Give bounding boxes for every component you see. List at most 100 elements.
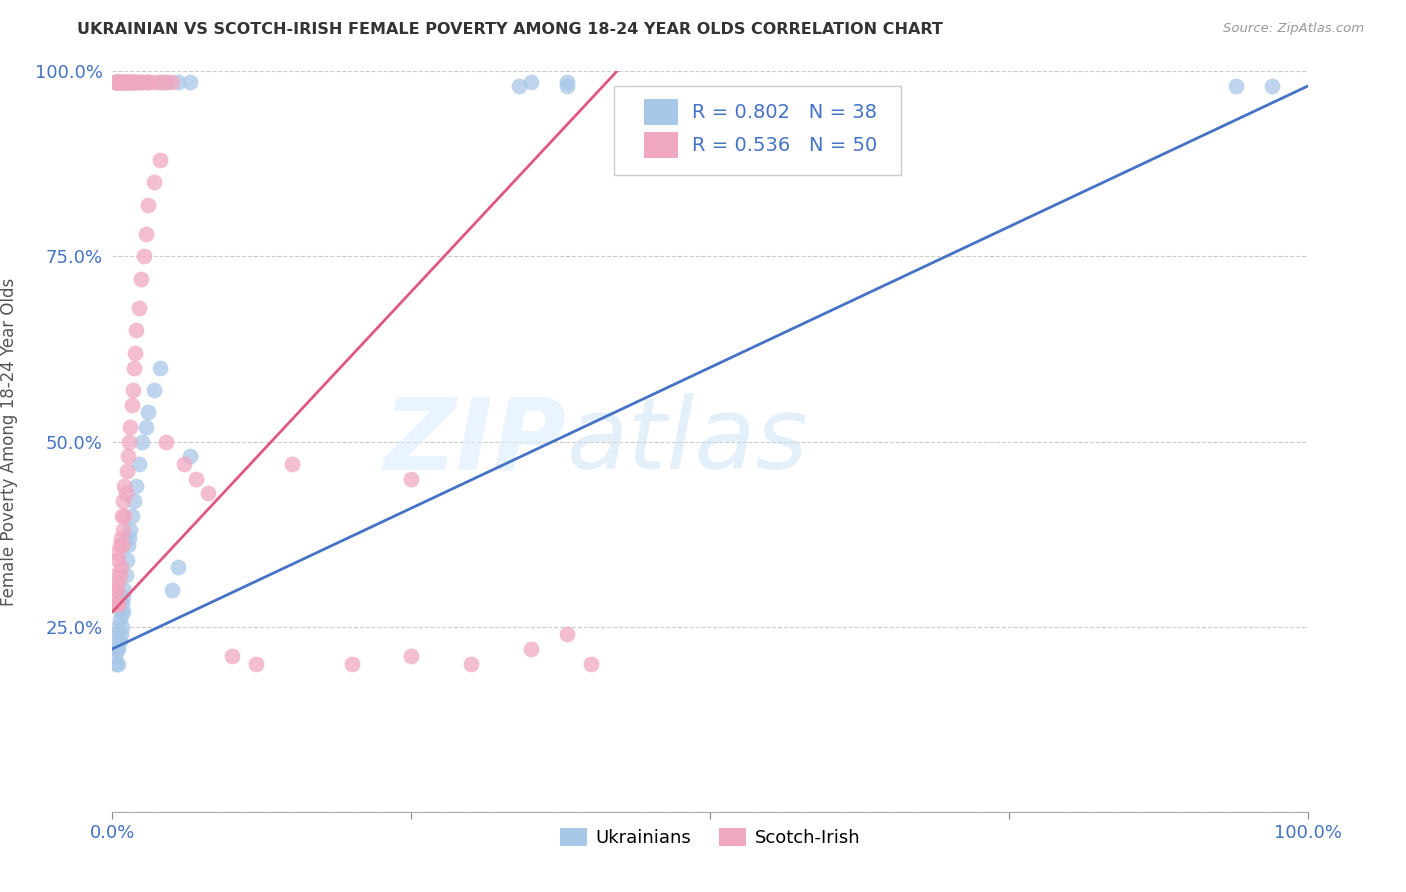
Point: [149, 75, 172, 89]
Point: [110, 560, 132, 574]
Point: [167, 560, 190, 574]
Point: [111, 538, 134, 552]
Text: UKRAINIAN VS SCOTCH-IRISH FEMALE POVERTY AMONG 18-24 YEAR OLDS CORRELATION CHART: UKRAINIAN VS SCOTCH-IRISH FEMALE POVERTY…: [77, 22, 943, 37]
Point: [114, 582, 135, 597]
Point: [111, 598, 134, 612]
Point: [112, 524, 135, 538]
Point: [107, 619, 129, 633]
Point: [110, 75, 132, 89]
Point: [111, 619, 134, 633]
Point: [108, 75, 131, 89]
Point: [108, 612, 131, 626]
Point: [138, 75, 160, 89]
Point: [281, 457, 304, 471]
Point: [131, 75, 153, 89]
Point: [118, 531, 141, 545]
Point: [460, 657, 482, 671]
Point: [105, 75, 128, 89]
Point: [124, 345, 146, 359]
Point: [110, 531, 132, 545]
Point: [125, 75, 148, 89]
Point: [121, 383, 143, 397]
Point: [555, 75, 578, 89]
Point: [401, 471, 423, 485]
Point: [138, 75, 160, 89]
Point: [340, 657, 363, 671]
Point: [121, 508, 143, 523]
Legend: Ukrainians, Scotch-Irish: Ukrainians, Scotch-Irish: [553, 821, 868, 855]
Point: [579, 657, 602, 671]
Point: [108, 634, 131, 648]
Point: [1225, 79, 1247, 94]
Point: [186, 471, 208, 485]
Point: [138, 197, 160, 211]
Point: [112, 75, 135, 89]
Point: [135, 419, 157, 434]
Point: [149, 75, 172, 89]
Point: [155, 75, 177, 89]
Point: [104, 75, 127, 89]
Point: [105, 567, 128, 582]
Point: [125, 479, 148, 493]
Point: [107, 641, 129, 656]
Point: [114, 486, 136, 500]
Point: [111, 75, 134, 89]
Point: [107, 598, 129, 612]
Point: [105, 598, 128, 612]
Point: [111, 508, 134, 523]
Y-axis label: Female Poverty Among 18-24 Year Olds: Female Poverty Among 18-24 Year Olds: [0, 277, 18, 606]
Point: [1261, 79, 1284, 94]
Point: [105, 75, 128, 89]
Point: [114, 75, 135, 89]
Point: [107, 657, 129, 671]
Point: [114, 479, 135, 493]
Point: [105, 546, 128, 560]
Point: [104, 75, 127, 89]
Point: [105, 75, 128, 89]
Point: [245, 657, 267, 671]
Point: [114, 75, 136, 89]
Point: [122, 360, 145, 375]
Point: [401, 649, 423, 664]
Text: R = 0.536   N = 50: R = 0.536 N = 50: [692, 136, 877, 155]
Point: [122, 75, 145, 89]
Point: [105, 641, 128, 656]
Point: [105, 657, 128, 671]
Point: [179, 75, 201, 89]
Point: [173, 457, 195, 471]
Point: [108, 567, 131, 582]
Point: [121, 75, 143, 89]
Point: [114, 567, 136, 582]
Point: [179, 450, 201, 464]
Point: [555, 79, 578, 94]
Bar: [644, 100, 678, 126]
Point: [155, 75, 177, 89]
Point: [138, 405, 160, 419]
Point: [105, 627, 128, 641]
Text: Source: ZipAtlas.com: Source: ZipAtlas.com: [1223, 22, 1364, 36]
Point: [108, 75, 131, 89]
Point: [115, 464, 138, 478]
Point: [104, 598, 127, 612]
Point: [155, 434, 177, 449]
Point: [125, 75, 148, 89]
Point: [115, 75, 138, 89]
Point: [135, 227, 157, 242]
Point: [120, 524, 142, 538]
Point: [162, 582, 183, 597]
Point: [149, 360, 172, 375]
Point: [117, 538, 139, 552]
Point: [114, 508, 135, 523]
Point: [114, 75, 135, 89]
Point: [129, 271, 152, 285]
Point: [112, 590, 135, 604]
Point: [112, 75, 135, 89]
Point: [122, 493, 145, 508]
Point: [121, 398, 143, 412]
Point: [121, 75, 143, 89]
Text: R = 0.802   N = 38: R = 0.802 N = 38: [692, 103, 877, 121]
Point: [143, 175, 166, 190]
Point: [149, 153, 172, 168]
Point: [120, 75, 142, 89]
Text: atlas: atlas: [567, 393, 808, 490]
